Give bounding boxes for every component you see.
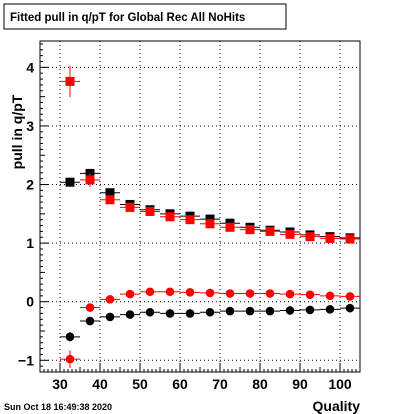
data-point-circle	[105, 312, 115, 322]
y-tick-label: 4	[26, 59, 34, 75]
data-point-circle	[245, 289, 255, 298]
data-point-square	[205, 214, 215, 224]
data-point-circle	[305, 290, 315, 299]
x-tick-label: 50	[132, 376, 148, 392]
data-point-square	[145, 206, 155, 216]
data-point-circle	[185, 309, 195, 318]
x-tick-label: 70	[212, 376, 228, 392]
data-point-circle	[65, 332, 75, 342]
data-point-square	[105, 188, 115, 198]
data-point-square	[265, 226, 275, 236]
data-point-square	[345, 234, 355, 244]
data-point-square	[245, 225, 255, 235]
chart-title: Fitted pull in q/pT for Global Rec All N…	[10, 12, 245, 24]
axis-ticks	[39, 43, 361, 373]
x-tick-label: 60	[172, 376, 188, 392]
data-point-square	[225, 222, 235, 232]
data-point-circle	[145, 307, 155, 317]
data-point-circle	[165, 309, 175, 318]
timestamp: Sun Oct 18 16:49:38 2020	[4, 402, 112, 412]
series-2	[60, 65, 360, 244]
data-point-circle	[265, 289, 275, 298]
data-point-circle	[345, 292, 355, 301]
series-3	[60, 287, 360, 368]
data-point-circle	[325, 291, 335, 301]
data-point-circle	[85, 303, 95, 312]
data-point-circle	[185, 288, 195, 297]
data-point-square	[65, 177, 75, 187]
x-tick-label: 90	[292, 376, 308, 392]
data-point-circle	[165, 287, 175, 297]
data-point-circle	[145, 287, 155, 297]
data-point-circle	[85, 316, 95, 326]
data-point-square	[185, 215, 195, 225]
y-tick-label: −1	[18, 352, 34, 368]
y-tick-label: 2	[26, 177, 34, 193]
data-point-circle	[205, 288, 215, 298]
data-point-circle	[285, 289, 295, 299]
data-point-square	[65, 76, 75, 86]
data-point-circle	[65, 354, 75, 364]
data-point-circle	[125, 310, 135, 319]
grid	[40, 41, 360, 372]
data-point-circle	[225, 306, 235, 316]
data-point-square	[85, 175, 95, 185]
y-tick-label: 1	[26, 235, 34, 251]
y-tick-label: 3	[26, 118, 34, 134]
data-point-square	[105, 195, 115, 205]
x-tick-label: 40	[92, 376, 108, 392]
series-4	[60, 303, 360, 342]
data-points	[60, 65, 360, 368]
data-point-circle	[305, 305, 315, 315]
data-point-square	[325, 233, 335, 243]
plot-frame	[39, 40, 361, 373]
data-point-circle	[345, 303, 355, 313]
data-point-square	[205, 219, 215, 229]
data-point-circle	[265, 306, 275, 316]
data-point-circle	[225, 289, 235, 298]
data-point-square	[165, 212, 175, 222]
title-box	[3, 3, 287, 30]
data-point-circle	[325, 305, 335, 314]
y-tick-label: 0	[26, 294, 34, 310]
x-tick-label: 30	[52, 376, 68, 392]
data-point-square	[125, 202, 135, 212]
x-tick-label: 100	[328, 376, 352, 392]
data-point-circle	[205, 307, 215, 317]
data-point-circle	[125, 289, 135, 299]
data-point-circle	[245, 306, 255, 316]
data-point-circle	[285, 306, 295, 315]
y-axis-label: pull in q/pT	[9, 94, 25, 169]
tick-labels: 30 40 50 60 70 80 90 100 −1 0 1 2 3 4	[18, 59, 352, 392]
data-point-square	[305, 232, 315, 242]
data-point-circle	[105, 295, 115, 304]
data-point-square	[285, 229, 295, 239]
x-tick-label: 80	[252, 376, 268, 392]
x-axis-label: Quality	[313, 398, 361, 414]
